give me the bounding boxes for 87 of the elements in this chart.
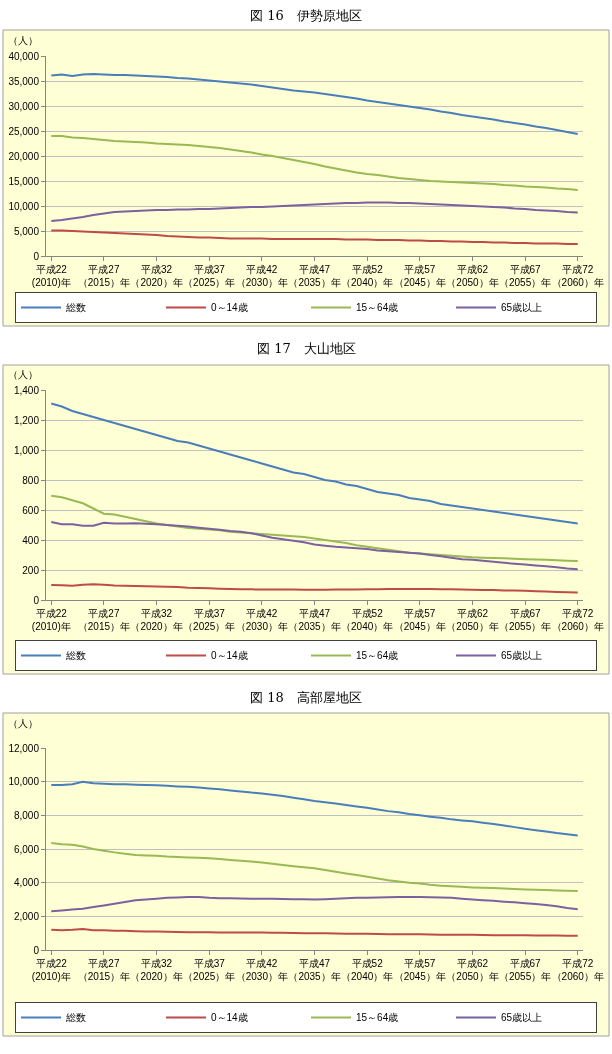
y-tick-label: 12,000: [8, 742, 40, 754]
x-tick-label: 平成37 （2025）年: [183, 264, 236, 288]
y-tick-label: 800: [22, 474, 40, 486]
line-series: [50, 895, 579, 913]
line-series: [50, 583, 579, 594]
line-series: [50, 494, 579, 562]
x-tick-label: 平成67 （2055）年: [498, 958, 552, 982]
x-tick-label: 平成62 （2050）年: [446, 958, 499, 982]
x-tick-label: 平成52 （2040）年: [341, 958, 394, 982]
chart-title: 図 16 伊勢原地区: [250, 8, 362, 23]
y-tick-label: 8,000: [13, 809, 40, 821]
y-tick-label: 10,000: [8, 200, 40, 212]
x-tick-label: 平成27 （2015）年: [77, 264, 131, 288]
line-series: [50, 521, 579, 571]
legend-label: 65歳以上: [501, 1012, 543, 1024]
y-tick-label: 40,000: [8, 50, 40, 62]
y-tick-label: 25,000: [8, 125, 40, 137]
y-tick-label: 2,000: [13, 910, 40, 922]
x-tick-label: 平成57 （2045）年: [393, 264, 446, 288]
x-tick-label: 平成47 （2035）年: [288, 264, 341, 288]
line-series: [50, 927, 579, 937]
legend-label: 15～64歳: [356, 1012, 399, 1024]
y-tick-label: 10,000: [8, 776, 40, 788]
y-tick-label: 200: [22, 564, 40, 576]
y-tick-label: 1,000: [13, 444, 40, 456]
y-tick-label: 0: [33, 594, 40, 606]
legend-label: 65歳以上: [501, 302, 543, 314]
legend-label: 総数: [65, 650, 86, 662]
y-tick-label: 600: [22, 504, 40, 516]
legend-label: 15～64歳: [356, 302, 399, 314]
y-tick-label: 30,000: [8, 100, 40, 112]
x-tick-label: 平成72 （2060）年: [551, 608, 604, 632]
x-tick-label: 平成32 （2020）年: [130, 608, 183, 632]
y-tick-label: 0: [33, 250, 40, 262]
x-tick-label: 平成72 （2060）年: [551, 264, 604, 288]
y-tick-label: 1,200: [13, 414, 40, 426]
legend-label: 65歳以上: [501, 650, 543, 662]
x-tick-label: 平成47 （2035）年: [288, 608, 341, 632]
y-axis-title: （人）: [8, 718, 38, 729]
line-series: [50, 135, 579, 191]
line-series: [50, 229, 579, 245]
chart-title: 図 17 大山地区: [257, 341, 356, 356]
x-tick-label: 平成42 （2030）年: [235, 264, 288, 288]
y-tick-label: 15,000: [8, 175, 40, 187]
y-tick-label: 0: [33, 944, 40, 956]
chart-title: 図 18 高部屋地区: [250, 690, 362, 705]
line-series: [50, 780, 579, 837]
x-tick-label: 平成57 （2045）年: [393, 958, 446, 982]
legend-label: 総数: [65, 1012, 86, 1024]
line-series: [50, 73, 579, 135]
x-tick-label: 平成37 （2025）年: [183, 958, 236, 982]
legend-label: 0～14歳: [211, 650, 248, 662]
line-series: [50, 201, 579, 222]
y-tick-label: 4,000: [13, 877, 40, 889]
legend-label: 総数: [65, 302, 86, 314]
line-series: [50, 402, 579, 525]
x-tick-label: 平成22 (2010)年: [31, 608, 71, 632]
y-tick-label: 400: [22, 534, 40, 546]
y-tick-label: 1,400: [13, 384, 40, 396]
y-tick-label: 5,000: [13, 225, 40, 237]
x-tick-label: 平成52 （2040）年: [341, 264, 394, 288]
legend-label: 0～14歳: [211, 1012, 248, 1024]
x-tick-label: 平成22 (2010)年: [31, 264, 71, 288]
y-tick-label: 6,000: [13, 843, 40, 855]
x-tick-label: 平成47 （2035）年: [288, 958, 341, 982]
x-tick-label: 平成27 （2015）年: [77, 958, 131, 982]
y-tick-label: 20,000: [8, 150, 40, 162]
line-series: [50, 842, 579, 893]
x-tick-label: 平成42 （2030）年: [235, 608, 288, 632]
x-tick-label: 平成22 (2010)年: [31, 958, 71, 982]
x-tick-label: 平成37 （2025）年: [183, 608, 236, 632]
y-tick-label: 35,000: [8, 75, 40, 87]
x-tick-label: 平成57 （2045）年: [393, 608, 446, 632]
x-tick-label: 平成32 （2020）年: [130, 264, 183, 288]
x-tick-label: 平成67 （2055）年: [498, 608, 552, 632]
y-axis-title: （人）: [8, 369, 38, 380]
x-tick-label: 平成27 （2015）年: [77, 608, 131, 632]
x-tick-label: 平成52 （2040）年: [341, 608, 394, 632]
legend-label: 0～14歳: [211, 302, 248, 314]
x-tick-label: 平成32 （2020）年: [130, 958, 183, 982]
x-tick-label: 平成72 （2060）年: [551, 958, 604, 982]
x-tick-label: 平成62 （2050）年: [446, 608, 499, 632]
legend-label: 15～64歳: [356, 650, 399, 662]
y-axis-title: （人）: [8, 35, 38, 46]
x-tick-label: 平成42 （2030）年: [235, 958, 288, 982]
x-tick-label: 平成62 （2050）年: [446, 264, 499, 288]
x-tick-label: 平成67 （2055）年: [498, 264, 552, 288]
